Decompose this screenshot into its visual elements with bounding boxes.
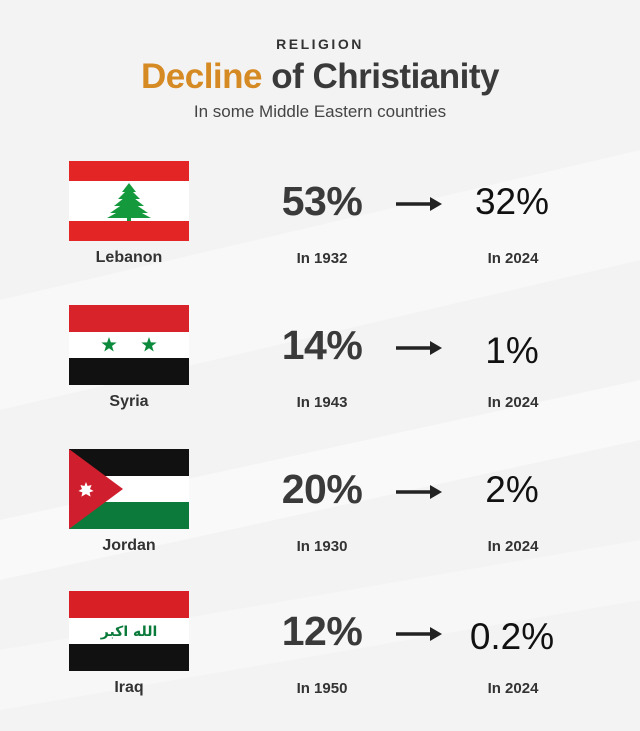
year-before: In 1930	[296, 538, 348, 555]
year-after: In 2024	[487, 250, 539, 267]
jordan-flag-icon	[69, 449, 189, 529]
year-after: In 2024	[487, 538, 539, 555]
country-row-syria: Syria 14% 1% In 1943 In 2024	[0, 305, 640, 445]
lebanon-flag-icon	[69, 161, 189, 241]
country-name: Lebanon	[95, 249, 163, 266]
kicker-label: RELIGION	[276, 36, 364, 52]
year-before: In 1932	[296, 250, 348, 267]
year-after: In 2024	[487, 394, 539, 411]
share-before: 14%	[281, 322, 363, 368]
year-after: In 2024	[487, 680, 539, 697]
year-before: In 1950	[296, 680, 348, 697]
share-after: 32%	[474, 181, 550, 222]
arrow-right-icon	[396, 197, 442, 211]
iraq-flag-script: الله اكبر	[100, 624, 158, 640]
arrow-right-icon	[396, 627, 442, 641]
page-title: Decline of Christianity	[0, 55, 640, 99]
share-before: 53%	[281, 178, 363, 224]
title-rest: of Christianity	[261, 57, 500, 96]
arrow-right-icon	[396, 341, 442, 355]
country-name: Syria	[109, 393, 149, 410]
country-row-iraq: الله اكبر Iraq 12% 0.2% In 1950 In 2024	[0, 591, 640, 731]
iraq-flag-icon: الله اكبر	[69, 591, 189, 671]
title-accent: Decline	[140, 57, 263, 96]
country-row-jordan: Jordan 20% 2% In 1930 In 2024	[0, 449, 640, 589]
page-subtitle: In some Middle Eastern countries	[193, 102, 447, 121]
country-name: Iraq	[114, 679, 144, 696]
arrow-right-icon	[396, 485, 442, 499]
share-before: 20%	[281, 466, 363, 512]
share-after: 2%	[485, 469, 539, 510]
country-row-lebanon: Lebanon 53% 32% In 1932 In 2024	[0, 161, 640, 301]
year-before: In 1943	[296, 394, 348, 411]
syria-flag-icon	[69, 305, 189, 385]
share-after: 0.2%	[469, 616, 555, 657]
country-name: Jordan	[102, 537, 156, 554]
share-before: 12%	[281, 608, 363, 654]
share-after: 1%	[485, 330, 539, 371]
